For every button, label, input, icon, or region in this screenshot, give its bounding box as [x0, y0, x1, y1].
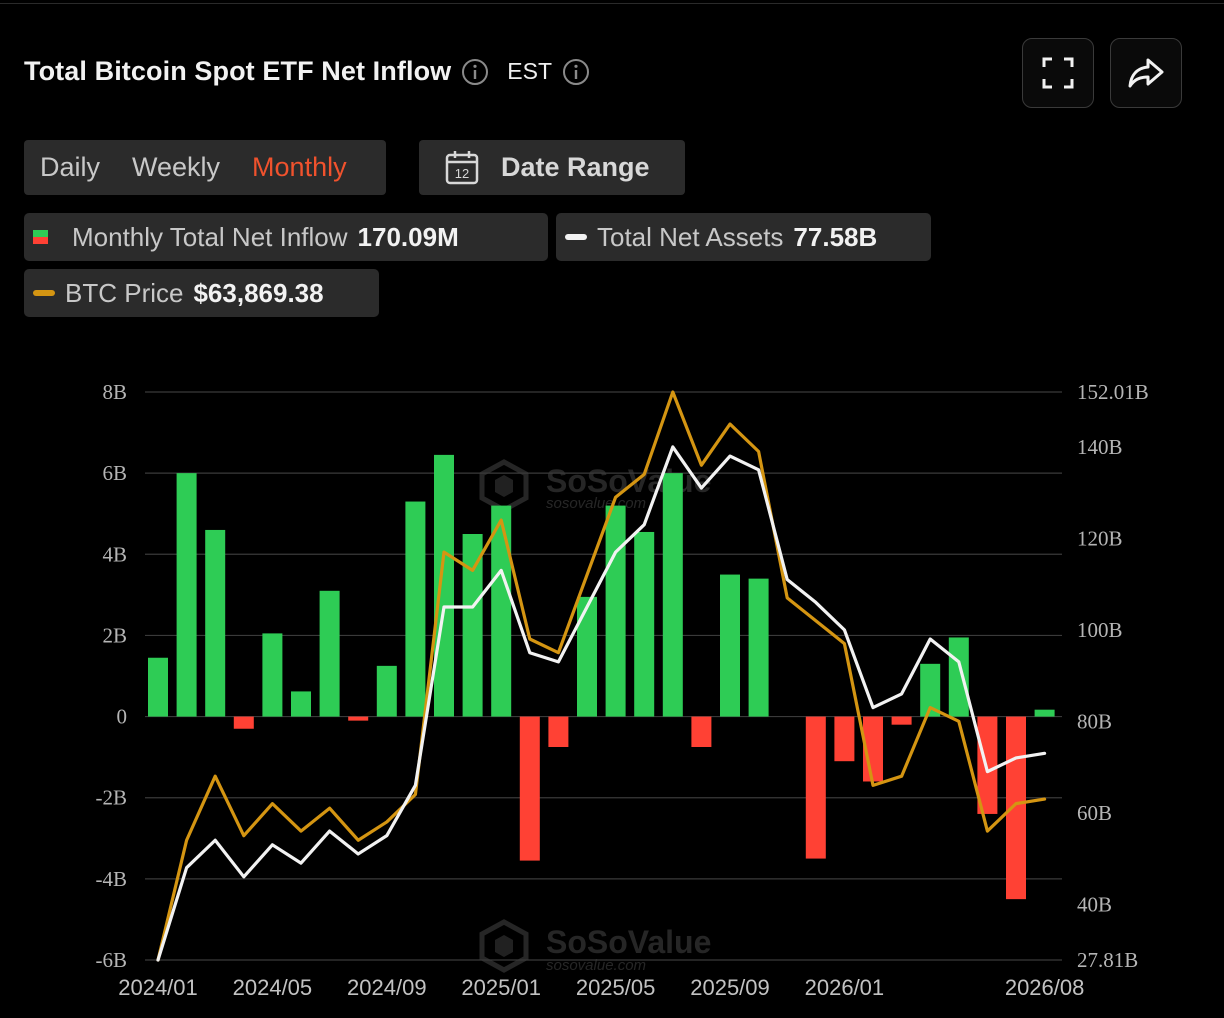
legend-price-value: $63,869.38 [193, 277, 324, 308]
y-left-tick-label: 0 [117, 705, 128, 729]
y-right-tick-label: 140B [1077, 435, 1123, 459]
x-tick-label: 2024/01 [118, 975, 198, 1000]
watermark-brand: SoSoValue [546, 463, 711, 499]
inflow-bar [748, 578, 769, 717]
x-tick-label: 2026/01 [805, 975, 885, 1000]
y-left-tick-label: 2B [102, 623, 127, 647]
svg-text:12: 12 [455, 166, 469, 181]
inflow-bar [519, 716, 540, 861]
y-right-tick-label: 40B [1077, 892, 1112, 916]
timezone-info-icon[interactable] [562, 58, 590, 86]
calendar-icon: 12 [445, 150, 479, 184]
inflow-swatch-icon [33, 230, 48, 244]
net-assets-line [156, 445, 1047, 962]
legend-assets-name: Total Net Assets [597, 221, 784, 252]
btc-price-line [156, 390, 1047, 962]
y-left-tick-label: -2B [96, 786, 128, 810]
watermark-brand-2: SoSoValue [546, 924, 711, 960]
legend-inflow-name: Monthly Total Net Inflow [72, 221, 348, 252]
date-range-label: Date Range [501, 152, 650, 182]
fullscreen-button[interactable] [1022, 38, 1094, 108]
price-line-icon [33, 290, 55, 296]
x-tick-label: 2024/09 [347, 975, 427, 1000]
inflow-bar [948, 637, 969, 717]
y-left-tick-label: 4B [102, 542, 127, 566]
inflow-bar [376, 665, 397, 717]
y-right-tick-label: 27.81B [1077, 948, 1138, 972]
inflow-bar [319, 590, 340, 717]
inflow-bar [577, 596, 597, 717]
inflow-bar [691, 716, 712, 747]
inflow-bar [920, 663, 941, 717]
tab-monthly[interactable]: Monthly [252, 152, 347, 182]
legend-assets-value: 77.58B [793, 221, 878, 252]
y-right-tick-label: 120B [1077, 526, 1123, 550]
watermark-logo-icon-2 [479, 919, 529, 973]
x-tick-label: 2025/09 [690, 975, 770, 1000]
inflow-bar [205, 529, 226, 717]
inflow-bar [233, 716, 254, 729]
y-left-tick-label: 6B [102, 461, 127, 485]
legend-inflow[interactable]: Monthly Total Net Inflow 170.09M [24, 213, 548, 261]
legend-inflow-value: 170.09M [357, 221, 459, 252]
legend-assets[interactable]: Total Net Assets 77.58B [556, 213, 931, 261]
inflow-bar [405, 501, 426, 717]
top-divider [0, 3, 1224, 4]
y-right-tick-label: 152.01B [1077, 380, 1149, 404]
y-left-tick-label: -4B [96, 867, 128, 891]
assets-line-icon [565, 234, 587, 240]
inflow-bar [805, 716, 826, 859]
x-tick-label: 2025/05 [576, 975, 656, 1000]
inflow-bar [720, 574, 740, 717]
share-icon [1128, 58, 1164, 88]
inflow-bar [148, 657, 168, 717]
x-tick-label: 2026/08 [1005, 975, 1085, 1000]
y-left-tick-label: -6B [96, 948, 128, 972]
inflow-bar [634, 531, 655, 717]
watermark-logo-icon [479, 459, 529, 513]
y-right-tick-label: 80B [1077, 709, 1112, 733]
inflow-bar [348, 716, 369, 721]
legend-price-name: BTC Price [65, 277, 184, 308]
legend-price[interactable]: BTC Price $63,869.38 [24, 269, 379, 317]
tab-daily[interactable]: Daily [40, 152, 101, 182]
inflow-bar [662, 473, 683, 717]
page-title: Total Bitcoin Spot ETF Net Inflow [24, 56, 452, 86]
inflow-bar [491, 505, 512, 717]
inflow-bar [1006, 716, 1026, 900]
timezone-label: EST [507, 58, 552, 84]
watermark-url-2: sosovalue.com [546, 957, 646, 974]
inflow-bar [1034, 709, 1055, 717]
y-right-tick-label: 100B [1077, 618, 1123, 642]
x-tick-label: 2024/05 [233, 975, 313, 1000]
inflow-bar [262, 633, 283, 717]
inflow-bar [834, 716, 855, 762]
inflow-bar [291, 691, 311, 717]
inflow-bar [176, 473, 197, 717]
info-icon[interactable] [461, 58, 489, 86]
date-range-button[interactable]: 12 Date Range [419, 140, 685, 195]
inflow-bar [462, 534, 483, 717]
tab-weekly[interactable]: Weekly [132, 152, 221, 182]
period-tabs: Daily Weekly Monthly [24, 140, 386, 195]
chart-header: Total Bitcoin Spot ETF Net Inflow EST [24, 56, 590, 87]
fullscreen-icon [1042, 57, 1074, 89]
inflow-bar [434, 454, 454, 717]
inflow-bar [605, 505, 626, 717]
y-right-tick-label: 60B [1077, 801, 1112, 825]
watermark-url: sosovalue.com [546, 495, 646, 512]
share-button[interactable] [1110, 38, 1182, 108]
y-left-tick-label: 8B [102, 380, 127, 404]
inflow-bar [977, 716, 998, 814]
x-tick-label: 2025/01 [461, 975, 541, 1000]
inflow-bar [548, 716, 569, 747]
inflow-bar [891, 716, 912, 725]
